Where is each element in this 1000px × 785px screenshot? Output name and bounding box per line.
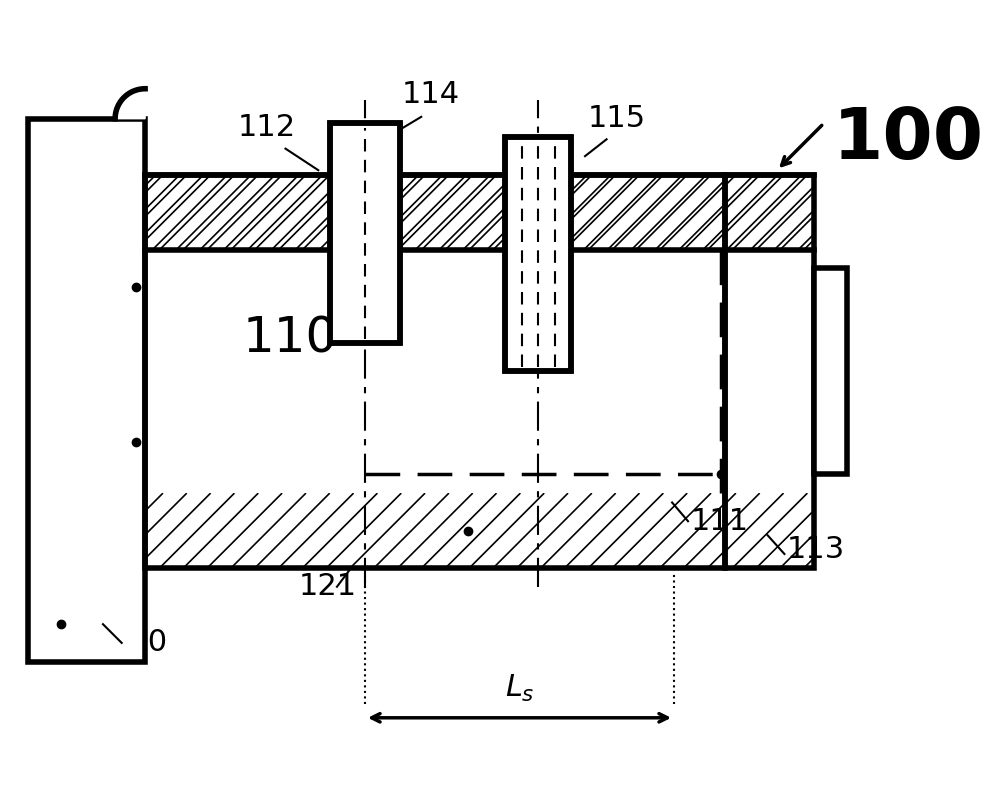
Bar [725,250,814,493]
Text: 110: 110 [243,315,338,363]
Text: 114: 114 [402,80,460,109]
Bar [330,123,400,343]
Bar [814,268,847,474]
Bar [330,175,400,250]
Text: 121: 121 [299,572,357,601]
Text: 111: 111 [691,506,749,535]
Polygon shape [115,89,145,119]
Bar [28,119,145,662]
Bar [330,123,400,343]
Bar [145,250,725,493]
Text: 200: 200 [109,629,168,657]
Bar [505,175,571,250]
Bar [505,137,571,371]
Text: 100: 100 [833,104,984,173]
Text: $L_s$: $L_s$ [505,673,534,703]
Text: 113: 113 [786,535,845,564]
Text: 115: 115 [588,104,646,133]
Bar [725,175,814,568]
Bar [145,175,725,568]
Bar [505,137,571,371]
Text: 112: 112 [238,113,296,142]
